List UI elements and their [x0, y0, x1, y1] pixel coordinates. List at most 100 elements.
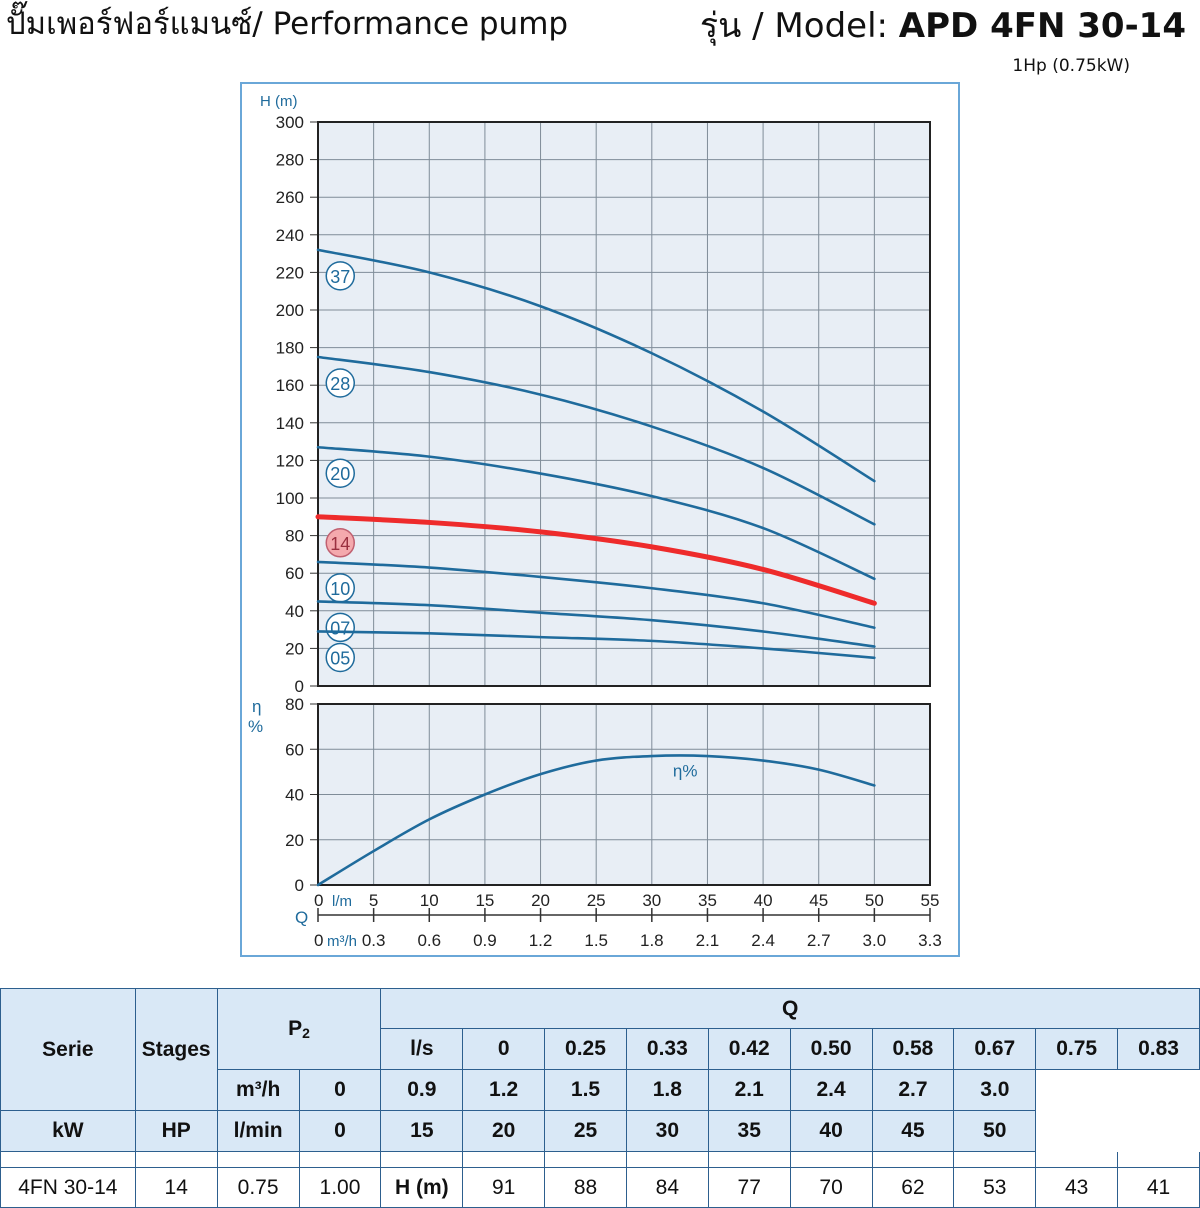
row-hp: 1.00 — [298, 1167, 382, 1208]
lmin-value: 45 — [871, 1110, 955, 1152]
curve-stage-28 — [316, 355, 876, 526]
stage-badge-28 — [325, 368, 356, 398]
m3h-value: 2.1 — [707, 1069, 791, 1111]
ls-value: 0.58 — [871, 1028, 955, 1070]
row-stages: 14 — [134, 1167, 218, 1208]
stage-label-07: 07 — [330, 618, 350, 638]
curve-stage-07 — [316, 600, 876, 648]
head-y-tick-label: 20 — [285, 639, 304, 658]
m3h-value: 0.9 — [380, 1069, 464, 1111]
lmin-label: l/min — [216, 1110, 300, 1152]
head-value: 77 — [707, 1167, 791, 1208]
eff-y-tick-label: 40 — [285, 786, 304, 805]
lmin-tick-label: 50 — [865, 891, 884, 910]
lmin-tick-label-zero: 0 — [314, 891, 323, 910]
ls-value: 0.67 — [953, 1028, 1037, 1070]
lmin-value: 25 — [544, 1110, 627, 1152]
lmin-tick-label: 20 — [531, 891, 550, 910]
m3h-tick-label: 0.6 — [417, 931, 441, 950]
head-axis-title: H (m) — [260, 93, 298, 110]
model-heading: รุ่น / Model: APD 4FN 30-14 — [700, 4, 1186, 48]
p2-label: P — [288, 1017, 303, 1040]
stage-label-37: 37 — [330, 267, 350, 287]
stage-badge-37 — [325, 261, 356, 291]
ls-value: 0.42 — [707, 1028, 791, 1070]
eff-axis-unit: % — [248, 717, 263, 736]
head-y-tick-label: 180 — [276, 339, 304, 358]
curve-stage-20 — [316, 445, 876, 581]
head-y-tick-label: 100 — [276, 489, 304, 508]
ls-value: 0.50 — [789, 1028, 873, 1070]
power-rating: 1Hp (0.75kW) — [1012, 56, 1130, 76]
m3h-tick-label: 1.5 — [584, 931, 608, 950]
head-y-tick-label: 40 — [285, 602, 304, 621]
lmin-value: 40 — [789, 1110, 873, 1152]
lmin-tick-label: 5 — [369, 891, 378, 910]
ls-value: 0.25 — [544, 1028, 627, 1070]
m3h-tick-label: 3.0 — [863, 931, 887, 950]
ls-value: 0.83 — [1117, 1028, 1200, 1070]
model-label: รุ่น / Model: — [699, 6, 899, 46]
p2-header: P2 — [216, 988, 382, 1070]
head-value: 53 — [953, 1167, 1037, 1208]
eff-y-tick-label: 60 — [285, 740, 304, 759]
lmin-tick-label: 55 — [921, 891, 940, 910]
lmin-value: 15 — [380, 1110, 464, 1152]
row-serie: 4FN 30-14 — [0, 1167, 136, 1208]
lmin-value: 0 — [298, 1110, 382, 1152]
head-y-tick-label: 80 — [285, 527, 304, 546]
stages-header: Stages — [134, 988, 218, 1111]
m3h-value: 1.5 — [544, 1069, 627, 1111]
m3h-value: 2.4 — [789, 1069, 873, 1111]
stage-badge-07 — [325, 612, 356, 643]
efficiency-plot-frame — [317, 703, 931, 886]
m3h-value: 0 — [298, 1069, 382, 1111]
head-y-tick-label: 300 — [276, 113, 304, 132]
eff-axis-symbol: η — [252, 697, 261, 716]
page-title: ปั๊มเพอร์ฟอร์แมนซ์/ Performance pump — [6, 6, 569, 42]
curve-stage-14 — [315, 514, 877, 606]
curve-stage-05 — [316, 630, 876, 660]
head-value: 91 — [462, 1167, 546, 1208]
lmin-tick-label: 45 — [809, 891, 828, 910]
efficiency-curve-label: η% — [673, 761, 698, 780]
ls-label: l/s — [380, 1028, 464, 1070]
head-y-tick-label: 280 — [276, 151, 304, 170]
m3h-tick-label: 1.2 — [529, 931, 553, 950]
head-y-tick-label: 200 — [276, 301, 304, 320]
head-y-tick-label: 160 — [276, 376, 304, 395]
lmin-value: 50 — [953, 1110, 1037, 1152]
m3h-unit-label: m³/h — [327, 933, 357, 950]
lmin-tick-label: 25 — [587, 891, 606, 910]
stage-label-14: 14 — [330, 534, 350, 554]
curve-stage-37 — [316, 248, 876, 483]
head-value: 88 — [544, 1167, 627, 1208]
lmin-tick-label: 10 — [420, 891, 439, 910]
eff-y-tick-label: 20 — [285, 831, 304, 850]
lmin-tick-label: 15 — [475, 891, 494, 910]
m3h-label: m³/h — [216, 1069, 300, 1111]
row-kw: 0.75 — [216, 1167, 300, 1208]
efficiency-curve — [316, 754, 876, 887]
head-value: 43 — [1035, 1167, 1119, 1208]
m3h-value: 1.8 — [625, 1069, 709, 1111]
lmin-value: 30 — [625, 1110, 709, 1152]
head-y-tick-label: 140 — [276, 414, 304, 433]
performance-chart: 0204060801001201401601802002202402602803… — [248, 93, 942, 950]
m3h-tick-label: 1.8 — [640, 931, 664, 950]
m3h-tick-label: 2.7 — [807, 931, 831, 950]
lmin-unit-label: l/m — [332, 893, 352, 910]
curve-stage-10 — [316, 560, 876, 630]
head-y-tick-label: 240 — [276, 226, 304, 245]
serie-header: Serie — [0, 988, 136, 1111]
head-value: 70 — [789, 1167, 873, 1208]
m3h-tick-label: 2.4 — [751, 931, 775, 950]
head-value: 84 — [625, 1167, 709, 1208]
m3h-tick-label: 2.1 — [696, 931, 720, 950]
head-y-tick-label: 220 — [276, 263, 304, 282]
head-y-tick-label: 0 — [295, 677, 304, 696]
hp-header: HP — [134, 1110, 218, 1152]
stage-label-20: 20 — [330, 464, 350, 484]
eff-y-tick-label: 0 — [295, 876, 304, 895]
head-value: 41 — [1117, 1167, 1200, 1208]
